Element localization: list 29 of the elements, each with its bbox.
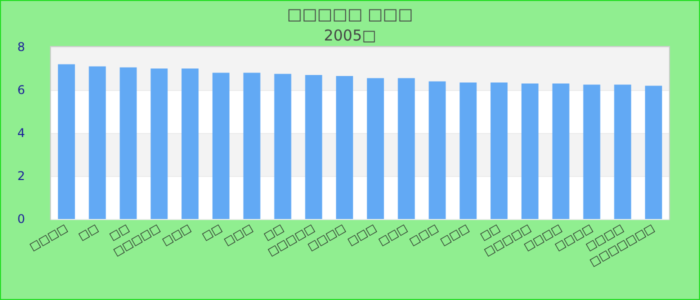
bar (398, 78, 415, 219)
bar (305, 74, 322, 219)
bar (274, 74, 292, 219)
bar (552, 84, 570, 219)
bar (182, 68, 199, 219)
bar (428, 81, 446, 219)
bar (336, 76, 354, 219)
bar (521, 84, 538, 219)
x-tick-label: □□ (200, 221, 224, 244)
bar (460, 82, 477, 219)
y-tick-label: 0 (17, 212, 25, 226)
bar (58, 64, 75, 219)
bar (614, 84, 632, 219)
bar (243, 72, 260, 219)
bar (120, 67, 137, 219)
bar (583, 84, 600, 219)
y-tick-label: 6 (17, 83, 25, 97)
bar (212, 72, 230, 219)
bar (645, 86, 662, 219)
chart-subtitle: 2005□ (324, 26, 376, 44)
bar (490, 82, 508, 219)
bar (366, 78, 384, 219)
y-tick-label: 2 (17, 169, 25, 183)
y-tick-label: 8 (17, 40, 25, 54)
bar (88, 66, 106, 219)
y-tick-label: 4 (17, 126, 25, 140)
chart-title: □□□□□ □□□ (286, 4, 414, 24)
bar (150, 68, 168, 219)
x-tick-label: □□ (76, 221, 101, 244)
